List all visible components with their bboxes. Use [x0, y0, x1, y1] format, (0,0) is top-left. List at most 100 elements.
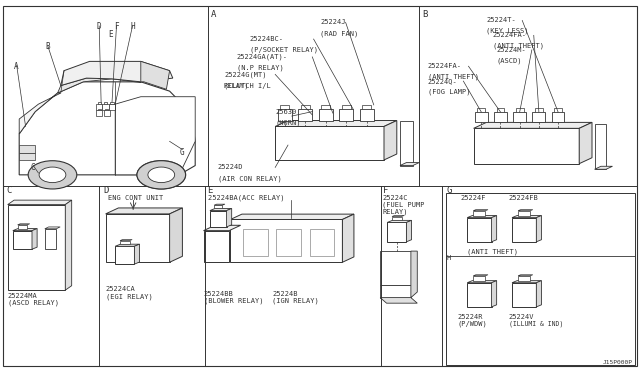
Polygon shape: [134, 244, 140, 264]
Polygon shape: [32, 228, 37, 249]
Text: D: D: [104, 186, 109, 195]
Circle shape: [148, 167, 175, 183]
Polygon shape: [210, 208, 232, 211]
Bar: [280, 105, 289, 109]
Bar: [400, 121, 413, 166]
Polygon shape: [18, 224, 29, 225]
Text: H: H: [130, 22, 135, 31]
Text: A: A: [14, 62, 19, 71]
Text: (N.P RELAY): (N.P RELAY): [237, 65, 284, 71]
Bar: [96, 104, 102, 110]
Text: (CLUTCH I/L: (CLUTCH I/L: [224, 82, 271, 89]
Polygon shape: [19, 93, 61, 134]
Polygon shape: [204, 225, 241, 231]
Polygon shape: [474, 210, 488, 211]
Bar: [494, 112, 507, 122]
Text: J15P000P: J15P000P: [602, 360, 632, 365]
Text: (RAD FAN): (RAD FAN): [320, 30, 358, 37]
Bar: [45, 229, 56, 249]
Bar: [474, 128, 579, 164]
Bar: [298, 109, 312, 121]
Text: (ASCD): (ASCD): [496, 57, 522, 64]
Text: RELAY): RELAY): [382, 208, 408, 215]
Circle shape: [137, 161, 186, 189]
Polygon shape: [384, 121, 397, 160]
Text: 25224V: 25224V: [509, 314, 534, 320]
Bar: [446, 193, 635, 365]
Text: 25224M-: 25224M-: [496, 47, 525, 53]
Text: A: A: [211, 10, 216, 19]
Text: 25224B: 25224B: [272, 291, 298, 297]
Polygon shape: [45, 227, 60, 229]
Polygon shape: [120, 240, 132, 241]
Bar: [106, 214, 170, 262]
Text: 25224T-: 25224T-: [486, 17, 516, 23]
Bar: [360, 109, 374, 121]
Text: 25224F: 25224F: [461, 195, 486, 201]
Text: 25224D: 25224D: [218, 164, 243, 170]
Bar: [518, 276, 530, 280]
Bar: [535, 108, 543, 112]
Bar: [110, 102, 114, 104]
Bar: [104, 110, 110, 116]
Polygon shape: [380, 298, 417, 303]
Bar: [467, 218, 492, 242]
Text: (BLOWER RELAY): (BLOWER RELAY): [204, 297, 263, 304]
Polygon shape: [227, 208, 232, 227]
Bar: [120, 241, 130, 244]
Polygon shape: [400, 163, 419, 166]
Bar: [380, 285, 411, 298]
Bar: [516, 108, 524, 112]
Polygon shape: [512, 280, 541, 283]
Text: 25630: 25630: [275, 109, 296, 115]
Bar: [301, 105, 310, 109]
Text: H: H: [446, 255, 451, 261]
Polygon shape: [467, 215, 497, 218]
Polygon shape: [115, 244, 140, 246]
Polygon shape: [392, 215, 404, 217]
Polygon shape: [579, 122, 592, 164]
Text: (ASCD RELAY): (ASCD RELAY): [8, 300, 59, 307]
Text: E: E: [207, 186, 212, 195]
Bar: [19, 153, 35, 160]
Polygon shape: [467, 280, 497, 283]
Text: (ILLUMI & IND): (ILLUMI & IND): [509, 320, 563, 327]
Bar: [243, 229, 268, 256]
Text: 25224FA-: 25224FA-: [428, 63, 461, 69]
Bar: [97, 109, 101, 110]
Polygon shape: [512, 215, 541, 218]
Text: 25224J: 25224J: [320, 19, 346, 25]
Polygon shape: [411, 251, 417, 298]
Polygon shape: [230, 214, 354, 219]
Bar: [105, 109, 109, 110]
Bar: [552, 112, 564, 122]
Polygon shape: [115, 97, 195, 175]
Bar: [18, 225, 27, 228]
Text: (ANTI THEFT): (ANTI THEFT): [493, 42, 544, 49]
Bar: [19, 145, 35, 153]
Polygon shape: [406, 220, 412, 242]
Bar: [512, 283, 536, 307]
Bar: [362, 105, 371, 109]
Polygon shape: [19, 82, 195, 175]
Text: D: D: [97, 22, 102, 31]
Polygon shape: [214, 204, 225, 205]
Text: RELAY): RELAY): [224, 82, 250, 89]
Text: 25224C: 25224C: [382, 195, 408, 201]
Bar: [278, 109, 292, 121]
Polygon shape: [595, 166, 612, 169]
Bar: [276, 229, 301, 256]
Text: 25224GA(AT)-: 25224GA(AT)-: [237, 54, 288, 60]
Bar: [532, 112, 545, 122]
Bar: [96, 110, 102, 116]
Bar: [474, 276, 486, 280]
Bar: [513, 112, 526, 122]
Polygon shape: [65, 200, 72, 290]
Polygon shape: [474, 275, 488, 276]
Text: (HORN): (HORN): [275, 119, 301, 126]
Bar: [518, 211, 530, 215]
Polygon shape: [518, 210, 532, 211]
Polygon shape: [141, 61, 170, 89]
Bar: [321, 105, 330, 109]
Text: G: G: [180, 148, 185, 157]
